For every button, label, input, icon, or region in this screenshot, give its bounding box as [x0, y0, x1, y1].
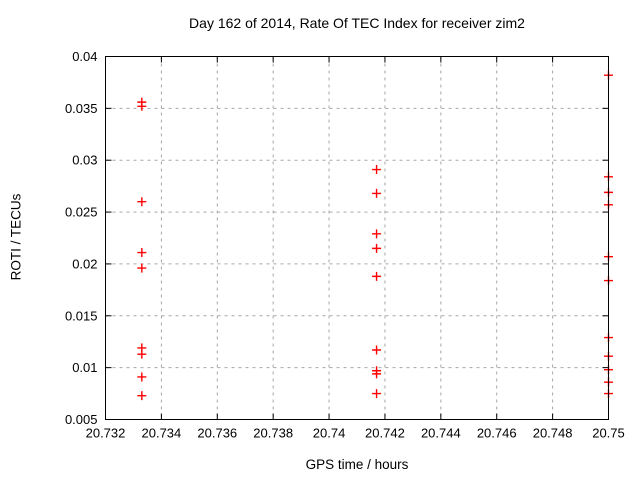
y-tick-label: 0.04 — [72, 49, 97, 64]
x-tick-label: 20.74 — [313, 426, 346, 441]
data-point-marker — [372, 345, 382, 355]
x-tick-label: 20.734 — [142, 426, 182, 441]
x-tick-label: 20.748 — [533, 426, 573, 441]
data-point-marker — [137, 391, 147, 401]
x-tick-label: 20.738 — [253, 426, 293, 441]
data-point-marker — [137, 263, 147, 273]
y-tick-label: 0.035 — [65, 101, 98, 116]
data-point-marker — [372, 165, 382, 175]
x-axis-label: GPS time / hours — [305, 457, 409, 472]
data-point-marker — [372, 188, 382, 198]
data-point-marker — [137, 101, 147, 111]
plot-border — [105, 56, 609, 420]
data-point-marker — [137, 349, 147, 359]
y-tick-label: 0.02 — [72, 256, 97, 271]
data-point-marker — [137, 372, 147, 382]
data-point-marker — [137, 248, 147, 258]
data-point-marker — [372, 229, 382, 239]
x-tick-label: 20.75 — [592, 426, 625, 441]
data-point-marker — [372, 389, 382, 399]
x-tick-label: 20.744 — [421, 426, 461, 441]
y-tick-label: 0.025 — [65, 205, 98, 220]
data-point-marker — [137, 197, 147, 207]
x-tick-label: 20.742 — [365, 426, 405, 441]
data-point-marker — [372, 369, 382, 379]
y-tick-label: 0.01 — [72, 360, 97, 375]
x-tick-label: 20.736 — [197, 426, 237, 441]
data-point-marker — [372, 271, 382, 281]
y-tick-label: 0.005 — [65, 412, 98, 427]
data-point-marker — [372, 243, 382, 253]
y-tick-label: 0.015 — [65, 308, 98, 323]
chart-title: Day 162 of 2014, Rate Of TEC Index for r… — [189, 15, 525, 31]
y-tick-label: 0.03 — [72, 153, 97, 168]
x-tick-label: 20.746 — [477, 426, 517, 441]
x-tick-label: 20.732 — [86, 426, 126, 441]
